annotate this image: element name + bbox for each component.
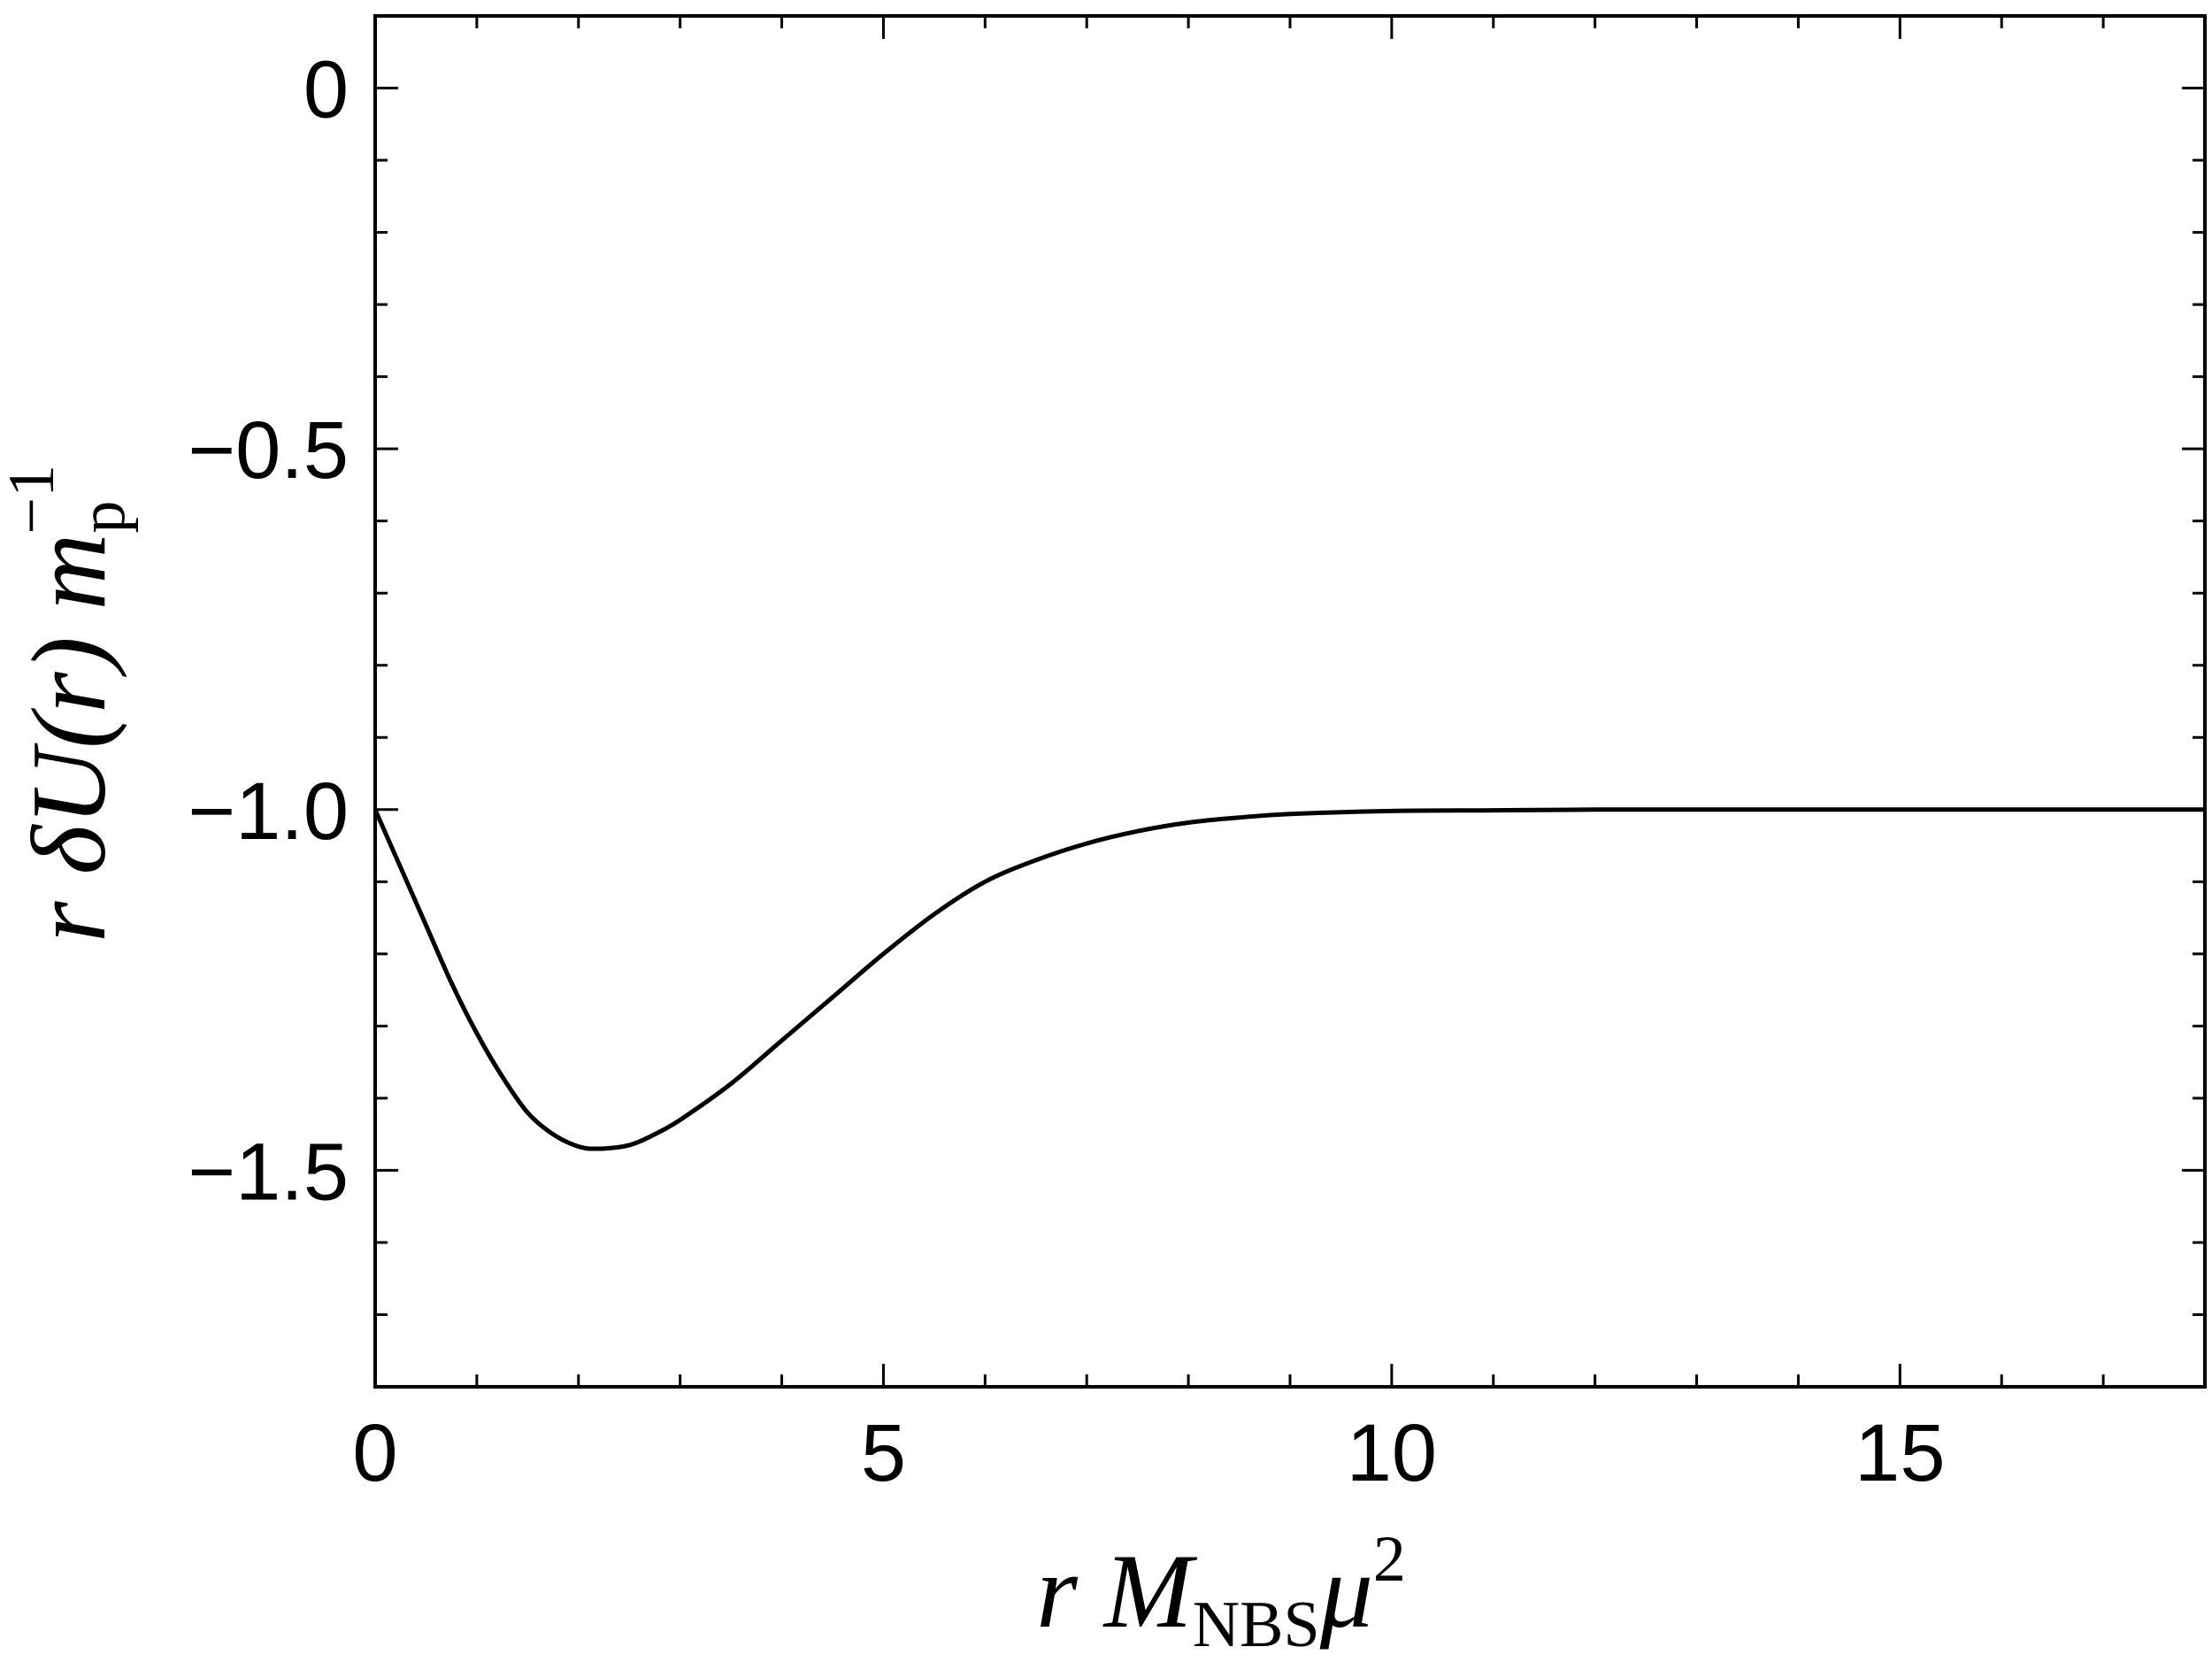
series-line <box>373 807 2205 1151</box>
y-tick-label: −1.0 <box>188 766 349 857</box>
y-axis-label: r δU(r) mp−1 <box>0 465 139 943</box>
ticks <box>373 14 2207 1389</box>
x-tick-label: 0 <box>352 1408 397 1498</box>
y-tick-label: −0.5 <box>188 405 349 496</box>
x-tick-label: 5 <box>861 1408 906 1498</box>
tick-labels: 0 5 10 15 0 −0.5 −1.0 −1.5 <box>188 45 1945 1498</box>
plot-frame <box>373 14 2207 1389</box>
x-tick-label: 10 <box>1347 1408 1437 1498</box>
y-tick-label: −1.5 <box>188 1127 349 1217</box>
y-tick-label: 0 <box>303 45 349 135</box>
x-tick-label: 15 <box>1855 1408 1945 1498</box>
x-axis-label: r MNBSμ2 <box>1036 1523 1406 1661</box>
